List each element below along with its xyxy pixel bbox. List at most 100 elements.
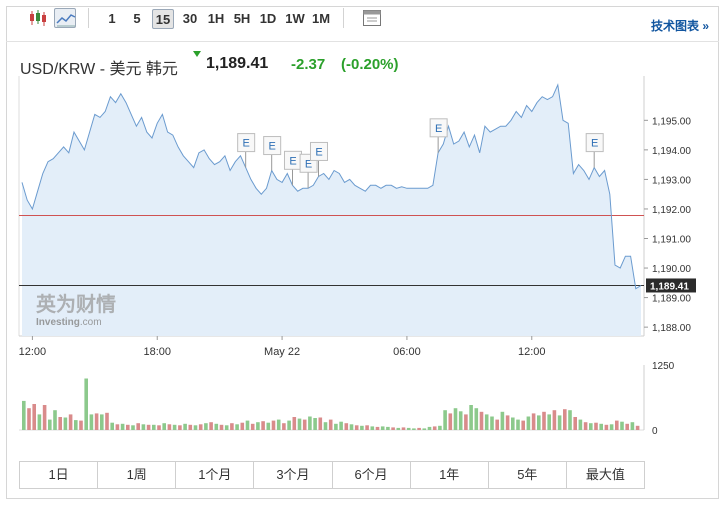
window-icon[interactable]: [361, 8, 383, 28]
volume-bar: [386, 426, 390, 430]
volume-bar: [458, 411, 463, 430]
range-tab-max[interactable]: 最大值: [566, 462, 644, 488]
time-tick-label: 18:00: [143, 346, 171, 358]
last-price: 1,189.41: [206, 55, 269, 72]
line-chart-icon[interactable]: [54, 8, 76, 28]
time-tick-label: 12:00: [19, 346, 47, 358]
volume-bar: [323, 422, 328, 430]
timeframe-5h[interactable]: 5H: [233, 11, 251, 26]
volume-bar: [453, 408, 458, 430]
chart-toolbar: [6, 6, 719, 42]
volume-bar: [620, 421, 624, 430]
price-tick-label: 1,188.00: [652, 323, 691, 334]
event-flag[interactable]: E: [309, 141, 328, 177]
volume-bar: [438, 425, 442, 430]
time-tick-label: May 22: [264, 346, 300, 358]
timeframe-1h[interactable]: 1H: [207, 11, 225, 26]
timeframe-30[interactable]: 30: [182, 11, 198, 26]
price-tick-label: 1,193.00: [652, 175, 691, 186]
technical-chart-link[interactable]: 技术图表 »: [650, 19, 709, 33]
volume-bar: [22, 400, 26, 430]
range-tab-1d[interactable]: 1日: [20, 462, 99, 488]
volume-bar: [167, 424, 172, 430]
volume-bar: [427, 426, 432, 430]
range-tab-1y[interactable]: 1年: [410, 462, 489, 488]
range-tab-1w[interactable]: 1周: [98, 462, 177, 488]
event-flag[interactable]: E: [237, 133, 256, 168]
volume-bar: [552, 410, 557, 430]
volume-bar: [68, 414, 73, 430]
volume-bar: [198, 424, 203, 430]
range-tab-5y[interactable]: 5年: [488, 462, 567, 488]
volume-bar: [126, 424, 130, 430]
range-tab-1m[interactable]: 1个月: [176, 462, 255, 488]
event-flag-box: [237, 133, 256, 153]
time-tick-label: 06:00: [393, 346, 421, 358]
price-tick-label: 1,195.00: [652, 116, 691, 127]
timeframe-1[interactable]: 1: [108, 11, 116, 26]
candlestick-icon[interactable]: [27, 8, 49, 28]
range-tab-6m[interactable]: 6个月: [332, 462, 411, 488]
time-tick-label: 12:00: [518, 346, 546, 358]
event-flag-label: E: [289, 155, 296, 167]
volume-bar: [500, 411, 505, 430]
last-price-marker: [646, 278, 696, 293]
volume-bar: [282, 423, 286, 430]
volume-bar: [417, 427, 421, 430]
volume-bar: [495, 419, 499, 430]
watermark-logo: 英为财情 Investing.com: [36, 292, 116, 328]
volume-bar: [313, 418, 317, 430]
volume-bar: [110, 422, 114, 430]
event-flag[interactable]: E: [585, 133, 604, 168]
volume-bar: [339, 421, 343, 430]
volume-bar: [599, 423, 603, 430]
volume-bar: [172, 424, 177, 430]
price-area: [22, 84, 641, 337]
volume-bar: [563, 409, 567, 430]
event-flag[interactable]: E: [429, 118, 448, 153]
volume-bar: [573, 417, 577, 430]
volume-bar: [469, 405, 473, 430]
price-line: [21, 83, 642, 290]
pair-name: USD/KRW - 美元 韩元: [20, 61, 178, 78]
volume-bar: [188, 424, 193, 430]
volume-bar: [380, 426, 385, 430]
volume-bar: [74, 420, 78, 430]
timeframe-1d[interactable]: 1D: [259, 11, 277, 26]
volume-bar: [297, 418, 302, 430]
timeframe-15[interactable]: 15: [152, 9, 174, 29]
event-flag-label: E: [243, 138, 250, 150]
volume-bar: [360, 425, 364, 430]
event-flag-label: E: [591, 138, 598, 150]
volume-bar: [516, 419, 520, 430]
volume-bar: [474, 408, 479, 430]
volume-bar: [27, 408, 31, 430]
range-tab-3m[interactable]: 3个月: [254, 462, 333, 488]
event-flag-box: [429, 118, 448, 138]
event-flag[interactable]: E: [263, 136, 282, 171]
volume-bar: [214, 423, 219, 430]
volume-bar: [615, 420, 619, 430]
volume-bar: [230, 423, 234, 430]
volume-bar: [219, 424, 224, 430]
timeframe-1m[interactable]: 1M: [311, 11, 331, 26]
volume-bar: [344, 423, 349, 430]
price-tick-label: 1,192.00: [652, 205, 691, 216]
timeframe-1w[interactable]: 1W: [285, 11, 305, 26]
volume-bar: [568, 410, 572, 430]
volume-bar: [412, 428, 416, 430]
volume-bar: [209, 422, 213, 430]
volume-bar: [537, 415, 541, 430]
volume-bar: [183, 423, 187, 430]
event-flag[interactable]: E: [283, 150, 302, 186]
timeframe-5[interactable]: 5: [133, 11, 141, 26]
price-change: -2.37: [291, 56, 326, 73]
event-flag-label: E: [315, 146, 322, 158]
volume-bar: [235, 424, 239, 430]
price-change-percent: (-0.20%): [341, 56, 399, 73]
volume-bar: [547, 414, 551, 430]
price-tick-label: 1,191.00: [652, 235, 691, 246]
volume-bar: [635, 425, 640, 430]
volume-bar: [120, 423, 125, 430]
